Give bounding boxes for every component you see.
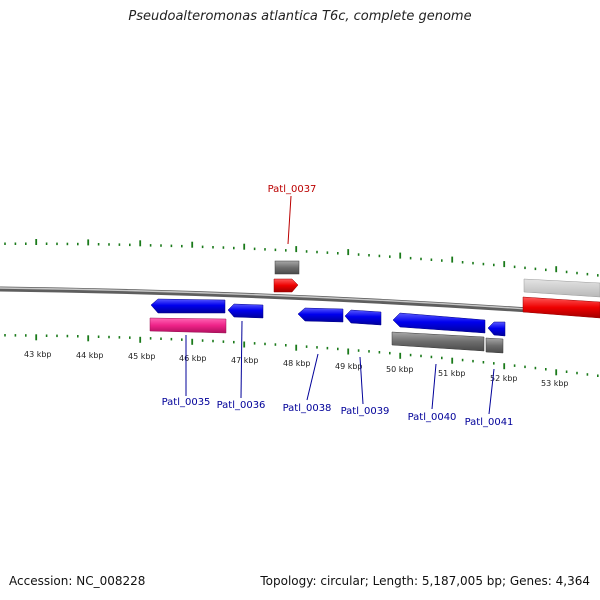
genome-summary: Topology: circular; Length: 5,187,005 bp…	[260, 574, 590, 588]
gene-label-patl-0040[interactable]: Patl_0040	[408, 412, 457, 423]
upper-scale-ticks	[4, 239, 599, 277]
accession-label: Accession: NC_008228	[9, 574, 146, 588]
gene-patl-0041-gray[interactable]	[485, 337, 504, 354]
gene-labels: Patl_0035 Patl_0036 Patl_0037 Patl_0038 …	[162, 184, 514, 428]
leader-patl-0040	[431, 363, 437, 410]
gene-patl-0040-gray[interactable]	[391, 331, 485, 352]
scale-label-43: 43 kbp	[24, 350, 52, 359]
gene-patl-0039-arrow[interactable]	[344, 309, 382, 326]
gene-label-patl-0039[interactable]: Patl_0039	[341, 406, 390, 417]
scale-label-46: 46 kbp	[179, 354, 207, 363]
gene-label-patl-0041[interactable]: Patl_0041	[465, 417, 514, 428]
feature-right-red[interactable]	[522, 296, 600, 319]
gene-patl-0035-arrow[interactable]	[150, 298, 226, 314]
gene-patl-0037-gray[interactable]	[274, 260, 300, 275]
scale-label-52: 52 kbp	[490, 374, 518, 383]
leader-patl-0039	[359, 356, 364, 405]
gene-patl-0037-arrow[interactable]	[273, 278, 299, 293]
genome-backbone-highlight	[0, 287, 600, 315]
leader-patl-0036	[240, 320, 243, 399]
scale-label-47: 47 kbp	[231, 356, 259, 365]
gene-leader-lines	[185, 195, 495, 415]
lower-scale-ticks	[4, 334, 599, 377]
genome-backbone	[0, 286, 600, 318]
leader-patl-0041	[488, 368, 495, 415]
scale-label-51: 51 kbp	[438, 369, 466, 378]
gene-label-patl-0036[interactable]: Patl_0036	[217, 400, 266, 411]
gene-label-patl-0035[interactable]: Patl_0035	[162, 397, 211, 408]
genome-title: Pseudoalteromonas atlantica T6c, complet…	[128, 9, 472, 24]
gene-patl-0038-arrow[interactable]	[297, 307, 344, 323]
gene-patl-0035-pink[interactable]	[149, 317, 227, 334]
scale-label-44: 44 kbp	[76, 351, 104, 360]
gene-label-patl-0037[interactable]: Patl_0037	[268, 184, 317, 195]
scale-label-49: 49 kbp	[335, 362, 363, 371]
gene-label-patl-0038[interactable]: Patl_0038	[283, 403, 332, 414]
leader-patl-0038	[306, 353, 319, 401]
scale-label-50: 50 kbp	[386, 365, 414, 374]
gene-patl-0040-arrow[interactable]	[392, 312, 486, 334]
gene-patl-0036-arrow[interactable]	[227, 303, 264, 319]
leader-patl-0037	[287, 195, 292, 245]
feature-right-lightgray[interactable]	[523, 278, 600, 298]
gene-patl-0041-arrow[interactable]	[487, 321, 506, 337]
scale-label-53: 53 kbp	[541, 379, 569, 388]
scale-label-45: 45 kbp	[128, 352, 156, 361]
scale-label-48: 48 kbp	[283, 359, 311, 368]
scale-labels: 43 kbp 44 kbp 45 kbp 46 kbp 47 kbp 48 kb…	[24, 350, 569, 388]
